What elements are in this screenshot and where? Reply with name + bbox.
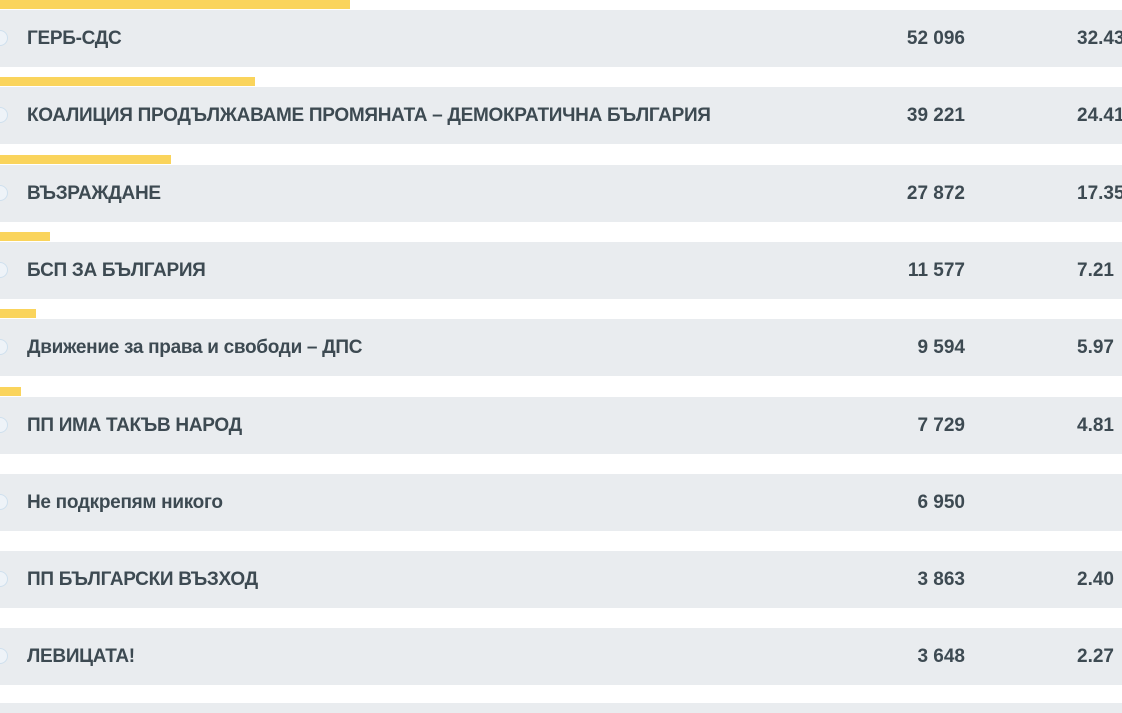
result-row-band: ВЪЗРАЖДАНЕ 27 872 17.35 — [0, 164, 1122, 222]
vote-percent: 5.97 — [1077, 337, 1114, 359]
vote-count: 39 221 — [906, 105, 965, 127]
vote-share-bar — [0, 154, 171, 164]
party-name: ГЕРБ-СДС — [27, 28, 122, 49]
vote-percent: 32.43 — [1077, 28, 1122, 49]
radio-circle-icon[interactable] — [0, 107, 8, 124]
next-row-partial — [0, 703, 1122, 713]
vote-count: 6 950 — [917, 491, 965, 513]
party-name: ПП БЪЛГАРСКИ ВЪЗХОД — [27, 569, 258, 591]
vote-percent: 2.27 — [1077, 646, 1114, 668]
party-name: Движение за права и свободи – ДПС — [27, 337, 363, 359]
vote-share-bar — [0, 0, 351, 9]
radio-circle-icon[interactable] — [0, 493, 8, 510]
vote-count: 11 577 — [907, 259, 965, 281]
result-row: Движение за права и свободи – ДПС 9 594 5.… — [0, 309, 1122, 386]
radio-circle-icon[interactable] — [0, 339, 8, 356]
vote-percent: 2.40 — [1077, 569, 1114, 591]
vote-percent: 17.35 — [1077, 182, 1122, 204]
result-row-band: ЛЕВИЦАТА! 3 648 2.27 — [0, 628, 1122, 686]
vote-percent: 7.21 — [1077, 259, 1114, 281]
radio-circle-icon[interactable] — [0, 30, 8, 46]
result-row: ВЪЗРАЖДАНЕ 27 872 17.35 — [0, 154, 1122, 232]
radio-circle-icon[interactable] — [0, 184, 8, 201]
vote-count: 9 594 — [917, 337, 965, 359]
result-row-band: ПП ИМА ТАКЪВ НАРОД 7 729 4.81 — [0, 396, 1122, 454]
party-name: ПП ИМА ТАКЪВ НАРОД — [27, 414, 242, 436]
vote-percent: 24.41 — [1077, 105, 1122, 127]
vote-percent: 4.81 — [1077, 414, 1114, 436]
party-name: ВЪЗРАЖДАНЕ — [27, 182, 161, 204]
radio-circle-icon[interactable] — [0, 416, 8, 433]
result-row-band: ПП БЪЛГАРСКИ ВЪЗХОД 3 863 2.40 — [0, 551, 1122, 609]
party-name: Не подкрепям никого — [27, 491, 223, 513]
vote-share-bar — [0, 77, 255, 87]
radio-circle-icon[interactable] — [0, 648, 8, 665]
result-row-band: Движение за права и свободи – ДПС 9 594 5.… — [0, 319, 1122, 377]
result-row: ЛЕВИЦАТА! 3 648 2.27 — [0, 618, 1122, 695]
vote-count: 27 872 — [906, 182, 965, 204]
result-row: ПП ИМА ТАКЪВ НАРОД 7 729 4.81 — [0, 386, 1122, 464]
result-row-band: БСП ЗА БЪЛГАРИЯ 11 577 7.21 — [0, 241, 1122, 299]
radio-circle-icon[interactable] — [0, 571, 8, 588]
party-name: ЛЕВИЦАТА! — [27, 646, 135, 668]
result-row-band: КОАЛИЦИЯ ПРОДЪЛЖАВАМЕ ПРОМЯНАТА – ДЕМОКР… — [0, 87, 1122, 145]
result-row-band: ГЕРБ-СДС 52 096 32.43 — [0, 10, 1122, 67]
party-name: КОАЛИЦИЯ ПРОДЪЛЖАВАМЕ ПРОМЯНАТА – ДЕМОКР… — [27, 105, 711, 127]
result-row: Не подкрепям никого 6 950 — [0, 464, 1122, 541]
vote-count: 3 648 — [917, 646, 965, 668]
result-row: ГЕРБ-СДС 52 096 32.43 — [0, 0, 1122, 77]
vote-count: 7 729 — [917, 414, 965, 436]
result-row-band: Не подкрепям никого 6 950 — [0, 473, 1122, 531]
radio-circle-icon[interactable] — [0, 261, 8, 278]
vote-share-bar — [0, 309, 36, 319]
party-name: БСП ЗА БЪЛГАРИЯ — [27, 259, 206, 281]
result-row: ПП БЪЛГАРСКИ ВЪЗХОД 3 863 2.40 — [0, 541, 1122, 618]
vote-share-bar — [0, 386, 22, 396]
result-row: КОАЛИЦИЯ ПРОДЪЛЖАВАМЕ ПРОМЯНАТА – ДЕМОКР… — [0, 77, 1122, 154]
vote-share-bar — [0, 231, 51, 241]
result-row: БСП ЗА БЪЛГАРИЯ 11 577 7.21 — [0, 231, 1122, 309]
vote-count: 3 863 — [917, 569, 965, 591]
vote-count: 52 096 — [906, 28, 965, 49]
